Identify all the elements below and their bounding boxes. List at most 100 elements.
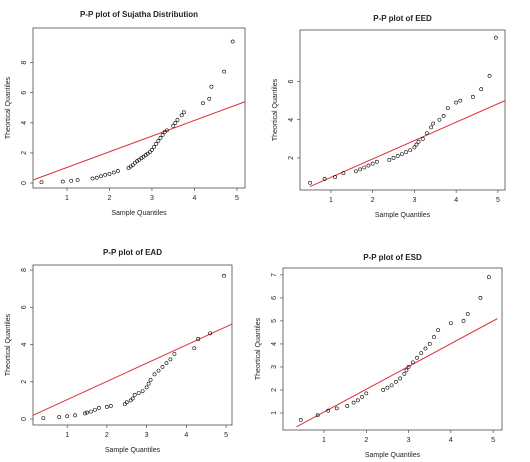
point (364, 391, 369, 396)
y-tick-label: 4 (21, 121, 28, 125)
point (146, 381, 151, 386)
point (370, 161, 375, 166)
point (148, 378, 153, 382)
point (419, 351, 424, 356)
point (487, 73, 492, 78)
x-tick-label: 2 (371, 197, 375, 204)
x-axis-label: Sample Quantiles (365, 452, 421, 459)
y-tick-label: 2 (21, 151, 28, 155)
chart-title: P-P plot of EED (373, 14, 432, 23)
point (461, 319, 466, 323)
x-tick-label: 4 (454, 197, 458, 204)
point (94, 175, 99, 180)
y-tick-label: 2 (21, 380, 28, 384)
y-tick-label: 6 (271, 296, 278, 300)
x-tick-label: 5 (235, 195, 239, 202)
point (425, 131, 429, 136)
x-tick-label: 1 (65, 195, 69, 202)
point (385, 385, 390, 390)
y-axis-label: Theortical Quantiles (255, 317, 262, 380)
point (173, 120, 178, 125)
x-tick-label: 4 (449, 437, 453, 444)
point (322, 177, 327, 181)
point (393, 380, 398, 384)
point (404, 368, 409, 373)
y-tick-label: 6 (21, 305, 28, 309)
point (41, 416, 46, 421)
point (431, 121, 436, 126)
y-axis-label: Theortical Quantiles (5, 313, 12, 376)
point (175, 117, 180, 122)
chart-title: P-P plot of ESD (363, 253, 422, 262)
point (351, 400, 356, 405)
point (406, 365, 411, 369)
x-axis-label: Sample Quantiles (105, 447, 161, 454)
x-tick-label: 3 (407, 437, 411, 444)
y-tick-label: 0 (21, 181, 28, 185)
point (308, 180, 312, 185)
reference-line (32, 323, 233, 416)
point (493, 35, 498, 40)
point (144, 385, 149, 390)
point (154, 141, 159, 146)
point (445, 106, 450, 111)
point (441, 114, 446, 118)
point (458, 98, 463, 103)
y-tick-label: 0 (21, 417, 28, 421)
point (479, 87, 484, 92)
point (404, 150, 408, 155)
point (60, 179, 65, 184)
point (470, 94, 475, 99)
reference-line (309, 100, 506, 188)
point (222, 273, 226, 278)
point (168, 357, 173, 362)
y-tick-label: 4 (21, 342, 28, 346)
point (156, 368, 161, 373)
y-tick-label: 7 (271, 273, 278, 277)
point (389, 383, 394, 388)
point (39, 180, 44, 185)
point (437, 117, 442, 122)
point (412, 145, 417, 150)
point (334, 406, 339, 411)
point (201, 101, 205, 106)
point (387, 157, 392, 162)
point (111, 170, 116, 175)
y-tick-label: 3 (271, 365, 278, 369)
y-axis-label: Theortical Quantiles (5, 76, 12, 139)
point (181, 110, 186, 115)
point (410, 360, 415, 365)
point (156, 138, 161, 143)
point (230, 39, 235, 44)
x-tick-label: 5 (496, 197, 500, 204)
point (355, 398, 360, 403)
point (104, 405, 109, 409)
point (147, 150, 152, 155)
y-tick-label: 1 (271, 411, 278, 415)
point (136, 391, 141, 395)
x-axis-label: Sample Quantiles (375, 212, 431, 219)
point (65, 414, 70, 419)
y-tick-label: 5 (271, 319, 278, 323)
point (398, 376, 403, 381)
point (196, 337, 201, 341)
plot-frame (299, 29, 506, 191)
y-axis-label: Theortical Quantiles (272, 78, 279, 141)
point (122, 402, 127, 407)
point (358, 167, 363, 172)
point (381, 388, 386, 392)
point (478, 296, 483, 300)
point (57, 415, 62, 420)
point (116, 169, 120, 173)
point (160, 364, 165, 369)
point (366, 163, 371, 168)
y-tick-label: 6 (21, 91, 28, 95)
point (408, 148, 413, 153)
x-tick-label: 3 (150, 195, 154, 202)
point (89, 409, 93, 414)
point (93, 407, 97, 412)
y-tick-label: 6 (288, 80, 295, 84)
point (83, 411, 87, 416)
point (150, 148, 154, 152)
point (222, 69, 227, 74)
